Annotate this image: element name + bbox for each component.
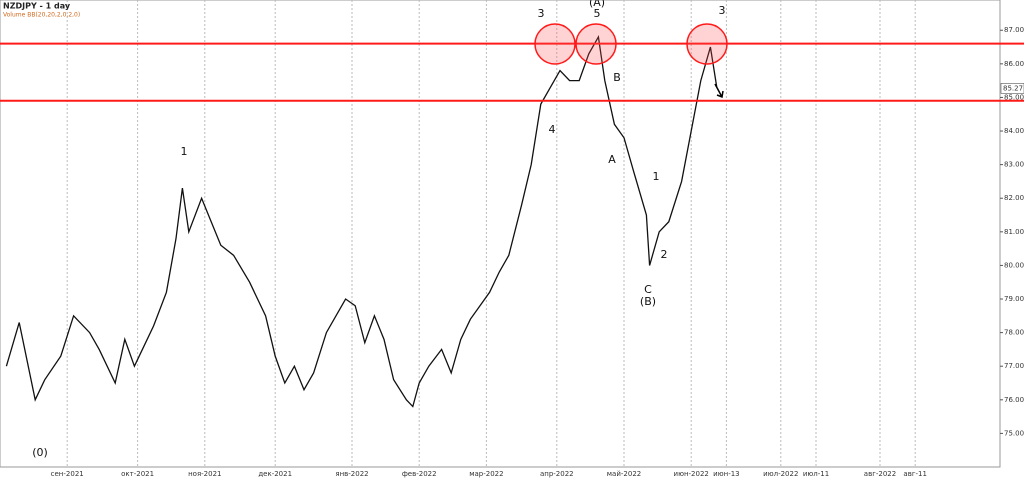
wave-label: (A) <box>589 0 605 9</box>
last-price-label: 85.27 <box>1003 84 1023 92</box>
x-tick-label: июн-2022 <box>674 470 709 478</box>
chart-title: NZDJPY - 1 day <box>3 2 71 11</box>
wave-label: 3 <box>538 7 545 20</box>
wave-label: 3 <box>719 4 726 17</box>
grid <box>66 0 916 467</box>
x-tick-label: мар-2022 <box>469 470 503 478</box>
x-tick-label: сен-2021 <box>51 470 84 478</box>
wave-label: (0) <box>32 446 48 459</box>
y-tick-label: 78.00 <box>1004 329 1024 337</box>
y-tick-label: 77.00 <box>1004 362 1024 370</box>
x-tick-label: фев-2022 <box>402 470 437 478</box>
y-tick-label: 79.00 <box>1004 295 1024 303</box>
x-tick-label: окт-2021 <box>121 470 154 478</box>
x-tick-label: июл-11 <box>803 470 829 478</box>
wave-label: C <box>644 283 652 296</box>
wave-label: 4 <box>549 123 556 136</box>
plot-area <box>0 0 1001 468</box>
wave-label: (B) <box>640 295 656 308</box>
x-tick-label: май-2022 <box>607 470 641 478</box>
y-tick-label: 75.00 <box>1004 429 1024 437</box>
price-line <box>5 34 718 408</box>
highlight-circle <box>575 23 617 65</box>
y-tick-label: 76.00 <box>1004 396 1024 404</box>
wave-label: 1 <box>653 170 660 183</box>
wave-label: 1 <box>181 145 188 158</box>
wave-label: A <box>608 153 616 166</box>
highlight-circle <box>534 23 576 65</box>
y-tick-label: 80.00 <box>1004 261 1024 269</box>
y-tick-label: 87.00 <box>1004 26 1024 34</box>
y-tick-label: 83.00 <box>1004 161 1024 169</box>
chart-subtitle: Volume BB(20,20,2,0,2,0) <box>3 12 80 19</box>
arrow <box>714 83 724 99</box>
last-price-box <box>1000 83 1024 94</box>
x-tick-label: янв-2022 <box>335 470 368 478</box>
x-tick-label: авг-2022 <box>864 470 896 478</box>
wave-label: B <box>613 71 621 84</box>
x-tick-label: апр-2022 <box>540 470 574 478</box>
x-tick-label: июн-13 <box>713 470 739 478</box>
x-tick-label: ноя-2021 <box>188 470 221 478</box>
wave-label: 2 <box>661 248 668 261</box>
y-tick-label: 85.00 <box>1004 93 1024 101</box>
x-tick-label: июл-2022 <box>763 470 798 478</box>
y-tick-label: 82.00 <box>1004 194 1024 202</box>
highlight-circle <box>686 23 728 65</box>
x-tick-label: авг-11 <box>903 470 927 478</box>
y-tick-label: 81.00 <box>1004 228 1024 236</box>
wave-label: 5 <box>594 7 601 20</box>
y-tick-label: 84.00 <box>1004 127 1024 135</box>
marks <box>0 34 1024 408</box>
x-tick-label: дек-2021 <box>258 470 292 478</box>
y-tick-label: 86.00 <box>1004 60 1024 68</box>
